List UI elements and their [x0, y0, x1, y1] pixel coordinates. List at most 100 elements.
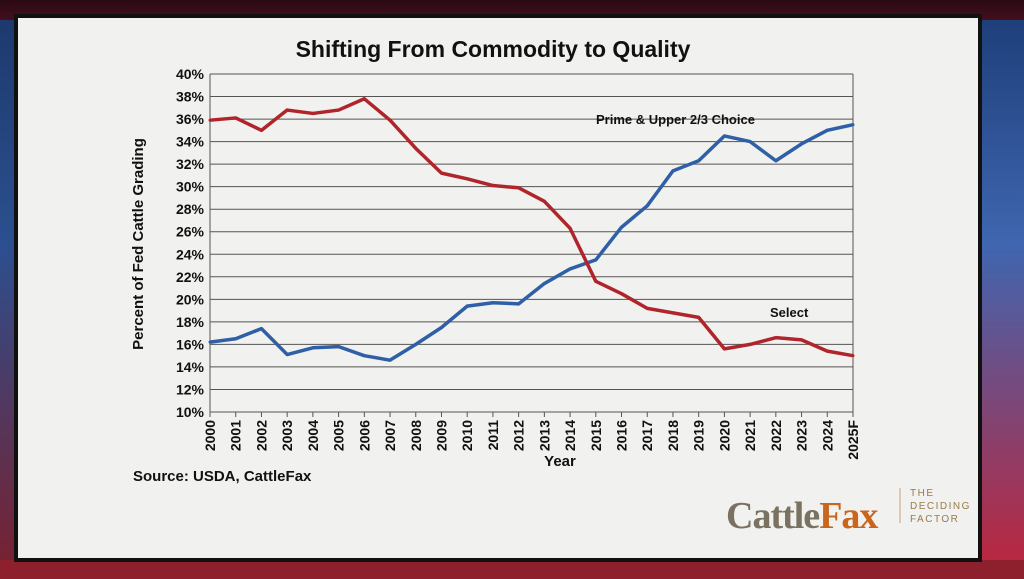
data-point-select: [645, 306, 649, 310]
x-tick-label: 2020: [716, 420, 732, 451]
line-chart: Shifting From Commodity to Quality 10% 12…: [130, 36, 971, 537]
series-line-select: [209, 97, 854, 358]
data-point-select: [542, 199, 546, 203]
x-tick-label: 2002: [253, 420, 269, 451]
stage-backdrop-bottom: [0, 560, 1024, 579]
x-tick-label: 2019: [691, 420, 707, 451]
x-tick-label: 2022: [768, 420, 784, 451]
y-axis-ticks: 10% 12% 14% 16% 18% 20% 22% 24% 26% 28% 30% 32% 34% 3…: [176, 66, 205, 420]
data-point-select: [748, 342, 752, 346]
data-point-select: [439, 171, 443, 175]
data-point-select: [491, 184, 495, 188]
data-point-select: [285, 108, 289, 112]
data-point-prime-choice: [259, 327, 263, 331]
x-tick-label: 2025F: [845, 420, 861, 460]
x-axis-label: Year: [544, 453, 576, 470]
data-point-prime-choice: [388, 358, 392, 362]
chart-title: Shifting From Commodity to Quality: [296, 36, 691, 62]
data-point-prime-choice: [285, 353, 289, 357]
data-point-select: [517, 186, 521, 190]
data-point-prime-choice: [568, 267, 572, 271]
data-point-prime-choice: [362, 354, 366, 358]
x-tick-label: 2013: [536, 420, 552, 451]
x-tick-label: 2018: [665, 420, 681, 451]
data-point-select: [465, 177, 469, 181]
data-point-prime-choice: [311, 346, 315, 350]
y-tick-label: 30%: [176, 179, 205, 195]
x-tick-label: 2024: [819, 420, 835, 451]
y-tick-label: 20%: [176, 291, 205, 307]
x-axis-ticks: 2000 2001 2002 2003 2004 2005 2006 2007 2008 2009…: [202, 412, 861, 460]
data-point-prime-choice: [722, 134, 726, 138]
y-tick-label: 32%: [176, 156, 205, 172]
data-point-select: [594, 279, 598, 283]
x-tick-label: 2003: [279, 420, 295, 451]
grid-lines: [209, 73, 854, 413]
x-tick-label: 2016: [614, 420, 630, 451]
data-point-select: [620, 292, 624, 296]
projection-screen: Shifting From Commodity to Quality 10% 12…: [18, 18, 978, 558]
data-point-prime-choice: [414, 342, 418, 346]
y-tick-label: 26%: [176, 224, 205, 240]
data-point-prime-choice: [800, 142, 804, 146]
data-point-prime-choice: [697, 159, 701, 163]
y-tick-label: 40%: [176, 66, 205, 82]
x-tick-label: 2001: [228, 420, 244, 451]
y-tick-label: 28%: [176, 201, 205, 217]
data-point-prime-choice: [671, 169, 675, 173]
source-note: Source: USDA, CattleFax: [133, 468, 312, 485]
x-tick-label: 2021: [742, 420, 758, 451]
x-tick-label: 2008: [408, 420, 424, 451]
data-point-prime-choice: [851, 123, 855, 127]
x-tick-label: 2000: [202, 420, 218, 451]
x-tick-label: 2015: [588, 420, 604, 451]
y-tick-label: 24%: [176, 246, 205, 262]
series-line-prime-choice: [209, 122, 854, 362]
x-tick-label: 2006: [356, 420, 372, 451]
data-point-prime-choice: [774, 159, 778, 163]
svg-text:CattleFax: CattleFax: [726, 495, 878, 537]
series-lines: [208, 97, 855, 362]
y-tick-label: 34%: [176, 134, 205, 150]
y-tick-label: 12%: [176, 381, 205, 397]
y-tick-label: 16%: [176, 336, 205, 352]
logo-tagline-3: FACTOR: [910, 514, 959, 525]
x-tick-label: 2023: [794, 420, 810, 451]
data-point-select: [825, 349, 829, 353]
x-tick-label: 2005: [331, 420, 347, 451]
x-tick-label: 2010: [459, 420, 475, 451]
data-point-select: [697, 315, 701, 319]
data-point-select: [722, 347, 726, 351]
data-point-select: [259, 128, 263, 132]
x-tick-label: 2007: [382, 420, 398, 451]
data-point-select: [568, 226, 572, 230]
data-point-select: [311, 111, 315, 115]
data-point-select: [388, 118, 392, 122]
logo-word-fax: Fax: [819, 495, 878, 537]
data-point-prime-choice: [620, 225, 624, 229]
series-label-select: Select: [770, 305, 809, 320]
data-point-prime-choice: [208, 340, 212, 344]
y-tick-label: 14%: [176, 359, 205, 375]
data-point-select: [800, 338, 804, 342]
y-axis-label: Percent of Fed Cattle Grading: [130, 138, 147, 350]
data-point-prime-choice: [517, 302, 521, 306]
data-point-select: [671, 311, 675, 315]
y-tick-label: 22%: [176, 269, 205, 285]
y-tick-label: 18%: [176, 314, 205, 330]
data-point-prime-choice: [542, 282, 546, 286]
x-tick-label: 2017: [639, 420, 655, 451]
series-label-prime-choice: Prime & Upper 2/3 Choice: [596, 112, 755, 127]
data-point-prime-choice: [465, 304, 469, 308]
x-tick-label: 2004: [305, 420, 321, 451]
logo-tagline-2: DECIDING: [910, 501, 971, 512]
logo-word-cattle: Cattle: [726, 495, 819, 537]
y-tick-label: 10%: [176, 404, 205, 420]
data-point-prime-choice: [594, 258, 598, 262]
data-point-select: [234, 116, 238, 120]
data-point-prime-choice: [825, 128, 829, 132]
cattlefax-logo: CattleFax THE DECIDING FACTOR: [726, 488, 971, 537]
x-tick-label: 2011: [485, 420, 501, 451]
x-tick-label: 2012: [511, 420, 527, 451]
data-point-prime-choice: [234, 337, 238, 341]
